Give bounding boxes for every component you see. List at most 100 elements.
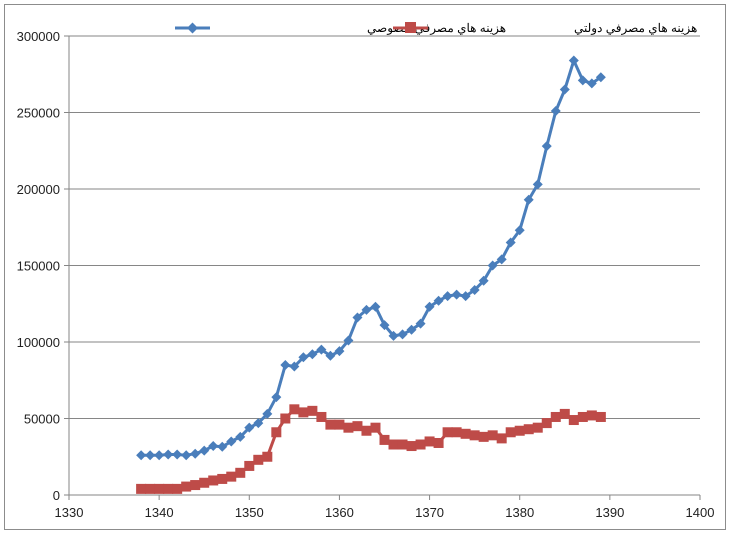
point-s0-1361 (343, 335, 354, 346)
point-s1-1388 (586, 410, 597, 421)
y-tick-label-5: 250000 (17, 106, 60, 121)
point-s1-1374 (460, 428, 471, 439)
point-s1-1367 (397, 439, 408, 450)
point-s0-1376 (478, 275, 489, 286)
point-s1-1368 (406, 441, 417, 452)
point-s0-1347 (217, 441, 228, 452)
point-s1-1351 (253, 454, 264, 465)
point-s0-1349 (235, 431, 246, 442)
x-tick-label-5: 1380 (505, 505, 534, 520)
point-s1-1346 (208, 475, 219, 486)
point-s0-1381 (523, 194, 534, 205)
legend-marker-private (187, 22, 198, 34)
point-s1-1375 (469, 430, 480, 441)
point-s1-1344 (190, 480, 201, 491)
point-s1-1352 (262, 451, 273, 462)
point-s1-1364 (370, 422, 381, 433)
x-tick-label-4: 1370 (415, 505, 444, 520)
point-s0-1383 (541, 141, 552, 152)
point-s0-1382 (532, 179, 543, 190)
line-chart: 0 50000 100000 150000 200000 250000 300000 133… (17, 21, 715, 520)
x-tick-labels: 1330 1340 1350 1360 1370 1380 1390 1400 (55, 505, 715, 520)
x-tick-label-2: 1350 (235, 505, 264, 520)
point-s0-1386 (568, 55, 579, 66)
point-s1-1353 (271, 427, 282, 438)
point-s0-1351 (253, 418, 264, 429)
point-s0-1363 (361, 304, 372, 315)
point-s1-1363 (361, 425, 372, 436)
point-s0-1370 (424, 301, 435, 312)
legend-label-private: هزینه هاي مصرفي خصوصي (367, 21, 506, 35)
point-s1-1338 (136, 483, 147, 494)
y-tick-label-6: 300000 (17, 29, 60, 44)
point-s1-1350 (244, 460, 255, 471)
series-group (136, 55, 606, 494)
legend-marker-government (405, 22, 416, 33)
point-s1-1370 (424, 436, 435, 447)
legend-label-government: هزینه هاي مصرفي دولتي (574, 21, 697, 35)
gridlines (64, 35, 700, 496)
point-s1-1343 (181, 481, 192, 492)
point-s0-1353 (271, 392, 282, 403)
point-s0-1356 (298, 352, 309, 363)
point-s1-1340 (154, 483, 165, 494)
point-s1-1361 (343, 422, 354, 433)
point-s1-1360 (334, 419, 345, 430)
x-tick-label-7: 1400 (686, 505, 715, 520)
point-s0-1380 (514, 225, 525, 236)
point-s0-1352 (262, 408, 273, 419)
point-s0-1348 (226, 436, 237, 447)
point-s0-1388 (586, 78, 597, 89)
point-s1-1355 (289, 404, 300, 415)
point-s1-1381 (523, 424, 534, 435)
point-s0-1357 (307, 349, 318, 360)
point-s1-1385 (559, 408, 570, 419)
point-s0-1368 (406, 324, 417, 335)
point-s1-1386 (568, 415, 579, 426)
point-s0-1387 (577, 75, 588, 86)
legend-item-government: هزینه هاي مصرفي دولتي (393, 21, 697, 35)
y-tick-label-3: 150000 (17, 259, 60, 274)
point-s0-1345 (199, 445, 210, 456)
legend: هزینه هاي مصرفي خصوصي هزینه هاي مصرفي دو… (175, 21, 697, 35)
point-s0-1367 (397, 329, 408, 340)
point-s1-1382 (532, 422, 543, 433)
point-s0-1359 (325, 350, 336, 361)
point-s0-1338 (136, 450, 147, 461)
point-s0-1389 (595, 72, 606, 83)
point-s0-1342 (172, 449, 183, 460)
series-line-0 (141, 59, 602, 457)
series-0 (136, 55, 606, 461)
point-s1-1359 (325, 419, 336, 430)
series-1 (136, 404, 606, 494)
point-s1-1389 (595, 411, 606, 422)
point-s0-1360 (334, 346, 345, 357)
point-s0-1366 (388, 330, 399, 341)
point-s0-1372 (442, 291, 453, 302)
y-tick-labels: 0 50000 100000 150000 200000 250000 300000 (17, 29, 60, 503)
point-s0-1374 (460, 291, 471, 302)
y-tick-label-4: 200000 (17, 182, 60, 197)
point-s0-1373 (451, 289, 462, 300)
point-s1-1379 (505, 427, 516, 438)
point-s0-1385 (559, 84, 570, 95)
point-s1-1384 (550, 411, 561, 422)
point-s0-1358 (316, 344, 327, 355)
point-s0-1365 (379, 320, 390, 331)
y-tick-label-0: 0 (53, 488, 60, 503)
point-s1-1348 (226, 471, 237, 482)
point-s1-1376 (478, 431, 489, 442)
point-s0-1350 (244, 422, 255, 433)
point-s1-1387 (577, 411, 588, 422)
point-s1-1345 (199, 477, 210, 488)
x-tick-label-6: 1390 (595, 505, 624, 520)
point-s0-1378 (496, 254, 507, 265)
point-s0-1371 (433, 295, 444, 306)
point-s1-1373 (451, 427, 462, 438)
point-s0-1375 (469, 284, 480, 295)
point-s0-1364 (370, 301, 381, 312)
point-s0-1377 (487, 260, 498, 271)
point-s0-1354 (280, 359, 291, 370)
point-s1-1358 (316, 411, 327, 422)
point-s0-1362 (352, 312, 363, 323)
